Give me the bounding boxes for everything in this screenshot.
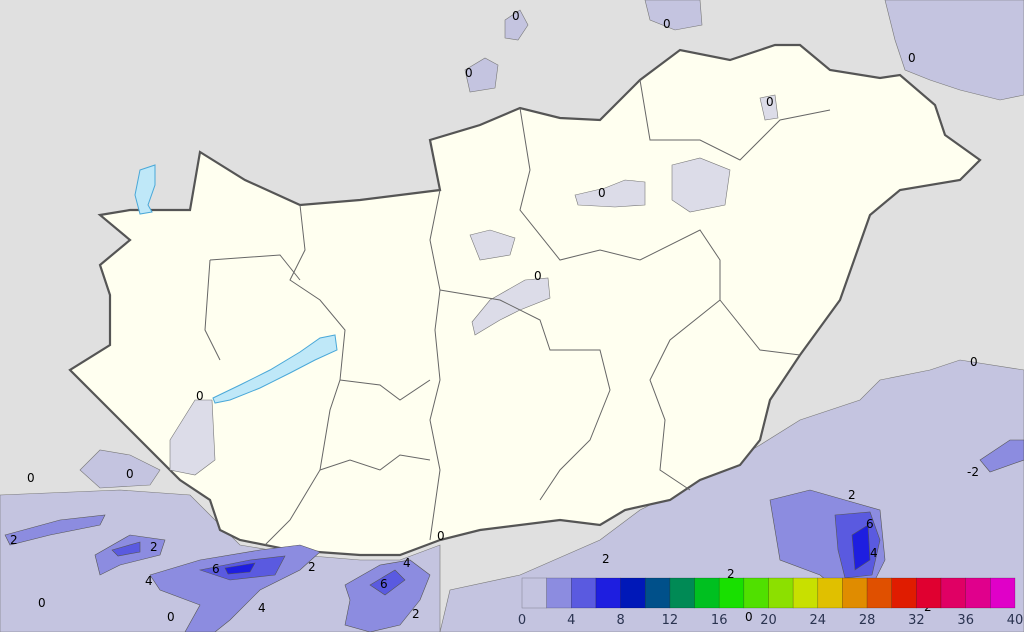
contour-label: 6 — [866, 517, 874, 531]
contour-label: 0 — [908, 51, 916, 65]
lake-neusiedl — [134, 164, 156, 215]
legend-swatch — [817, 577, 843, 609]
contour-label: 2 — [602, 552, 610, 566]
legend-swatch — [521, 577, 547, 609]
legend-tick-label: 16 — [711, 613, 728, 628]
contour-label: 0 — [465, 66, 473, 80]
legend-tick-label: 40 — [1007, 613, 1024, 628]
legend-swatch — [990, 577, 1016, 609]
legend-tick-label: 8 — [616, 613, 624, 628]
contour-label: 0 — [663, 17, 671, 31]
contour-labels: 0 0 0 0 0 0 0 0 0 0 0 2 2 4 6 2 0 4 6 2 … — [10, 9, 979, 624]
legend-swatch — [792, 577, 819, 609]
legend-tick-label: 36 — [957, 613, 974, 628]
legend-swatch — [694, 577, 720, 609]
legend-swatch — [743, 577, 769, 609]
contour-label: 2 — [150, 540, 158, 554]
legend-swatch — [546, 577, 572, 609]
legend-tick-label: 20 — [760, 613, 777, 628]
legend-tick-label: 32 — [908, 613, 925, 628]
legend-swatch — [916, 577, 942, 609]
lake-balaton — [212, 334, 338, 404]
contour-label: 0 — [512, 9, 520, 23]
contour-label: 0 — [27, 471, 35, 485]
contour-label: 0 — [167, 610, 175, 624]
legend-swatch — [940, 577, 966, 609]
contour-label: -2 — [967, 465, 979, 479]
contour-label: 2 — [848, 488, 856, 502]
legend-tick-label: 0 — [518, 613, 526, 628]
legend-swatch — [571, 577, 597, 609]
legend-tick-label: 12 — [662, 613, 679, 628]
legend-swatch — [891, 577, 917, 609]
contour-label: 2 — [727, 567, 735, 581]
contour-label: 2 — [308, 560, 316, 574]
contour-label: 4 — [258, 601, 266, 615]
contour-label: 2 — [10, 533, 18, 547]
contour-label: 6 — [380, 577, 388, 591]
contour-label: 4 — [403, 556, 411, 570]
legend-tick-label: 28 — [859, 613, 876, 628]
contour-label: 4 — [870, 546, 878, 560]
contour-label: 2 — [412, 607, 420, 621]
contour-label: 0 — [970, 355, 978, 369]
contour-label: 0 — [196, 389, 204, 403]
contour-label: 6 — [212, 562, 220, 576]
higher-value-areas — [4, 439, 1024, 632]
legend-swatch — [768, 577, 794, 609]
color-legend: 0 4 8 12 16 20 24 28 32 36 40 — [518, 577, 1024, 628]
legend-swatch — [842, 577, 868, 609]
legend-swatch — [620, 577, 646, 609]
legend-tick-label: 24 — [810, 613, 827, 628]
legend-swatch — [645, 577, 671, 609]
contour-label: 0 — [38, 596, 46, 610]
contour-label: 0 — [126, 467, 134, 481]
legend-swatch — [718, 577, 745, 609]
legend-swatch — [669, 577, 695, 609]
contour-label: 0 — [437, 529, 445, 543]
lowvalue-inside-hungary — [169, 94, 779, 476]
contour-label: 4 — [145, 574, 153, 588]
contour-label: 0 — [598, 186, 606, 200]
contour-label: 0 — [534, 269, 542, 283]
legend-swatch — [965, 577, 991, 609]
legend-swatch — [595, 577, 621, 609]
legend-swatch — [866, 577, 892, 609]
legend-tick-label: 4 — [567, 613, 575, 628]
contour-label: 0 — [766, 95, 774, 109]
county-borders — [204, 79, 831, 546]
contour-label: 0 — [745, 610, 753, 624]
